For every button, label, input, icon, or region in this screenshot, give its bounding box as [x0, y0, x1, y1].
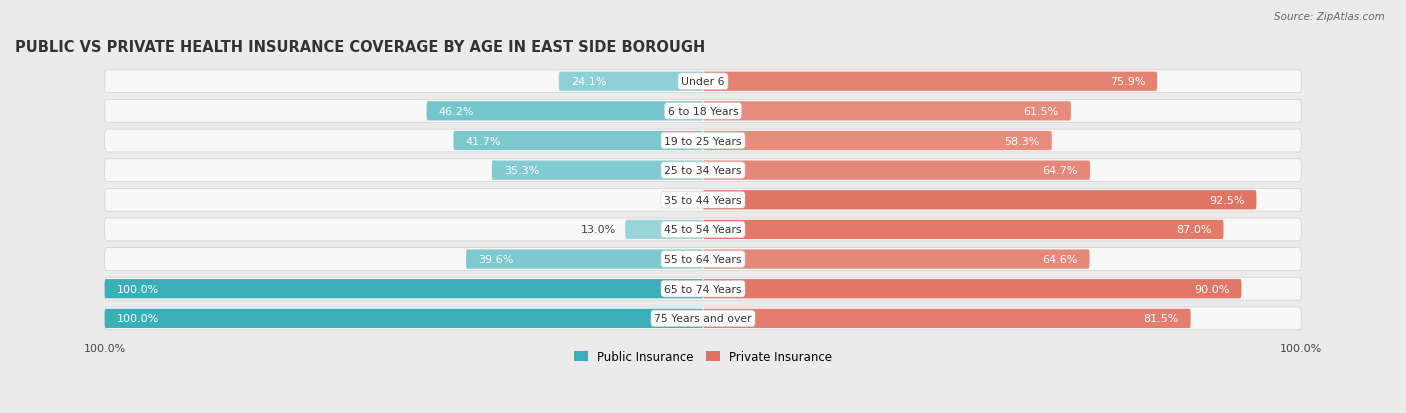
FancyBboxPatch shape — [703, 72, 1157, 92]
Text: 35 to 44 Years: 35 to 44 Years — [664, 195, 742, 205]
FancyBboxPatch shape — [104, 159, 1302, 182]
Text: 46.2%: 46.2% — [439, 107, 474, 116]
Text: 13.0%: 13.0% — [581, 225, 616, 235]
FancyBboxPatch shape — [426, 102, 703, 121]
FancyBboxPatch shape — [104, 309, 703, 328]
Text: 35.3%: 35.3% — [503, 166, 538, 176]
Text: 45 to 54 Years: 45 to 54 Years — [664, 225, 742, 235]
FancyBboxPatch shape — [104, 248, 1302, 271]
Text: 6 to 18 Years: 6 to 18 Years — [668, 107, 738, 116]
Text: 64.7%: 64.7% — [1043, 166, 1078, 176]
Text: 41.7%: 41.7% — [465, 136, 501, 146]
FancyBboxPatch shape — [626, 220, 703, 240]
Text: 65 to 74 Years: 65 to 74 Years — [664, 284, 742, 294]
Text: PUBLIC VS PRIVATE HEALTH INSURANCE COVERAGE BY AGE IN EAST SIDE BOROUGH: PUBLIC VS PRIVATE HEALTH INSURANCE COVER… — [15, 40, 706, 55]
Legend: Public Insurance, Private Insurance: Public Insurance, Private Insurance — [569, 345, 837, 368]
FancyBboxPatch shape — [703, 220, 1223, 240]
FancyBboxPatch shape — [104, 218, 1302, 241]
Text: 0.0%: 0.0% — [666, 195, 695, 205]
Text: 81.5%: 81.5% — [1143, 313, 1178, 323]
FancyBboxPatch shape — [104, 307, 1302, 330]
FancyBboxPatch shape — [492, 161, 703, 180]
FancyBboxPatch shape — [703, 102, 1071, 121]
FancyBboxPatch shape — [703, 309, 1191, 328]
FancyBboxPatch shape — [104, 100, 1302, 123]
FancyBboxPatch shape — [703, 280, 1241, 299]
FancyBboxPatch shape — [454, 132, 703, 151]
FancyBboxPatch shape — [104, 278, 1302, 300]
FancyBboxPatch shape — [703, 161, 1090, 180]
Text: 19 to 25 Years: 19 to 25 Years — [664, 136, 742, 146]
Text: 39.6%: 39.6% — [478, 254, 513, 264]
Text: 100.0%: 100.0% — [117, 313, 159, 323]
FancyBboxPatch shape — [104, 189, 1302, 212]
Text: 100.0%: 100.0% — [117, 284, 159, 294]
Text: Under 6: Under 6 — [682, 77, 724, 87]
Text: 58.3%: 58.3% — [1004, 136, 1040, 146]
Text: 24.1%: 24.1% — [571, 77, 606, 87]
FancyBboxPatch shape — [465, 250, 703, 269]
FancyBboxPatch shape — [558, 72, 703, 92]
Text: 75.9%: 75.9% — [1109, 77, 1144, 87]
FancyBboxPatch shape — [104, 280, 703, 299]
Text: 75 Years and over: 75 Years and over — [654, 313, 752, 323]
Text: 55 to 64 Years: 55 to 64 Years — [664, 254, 742, 264]
Text: 92.5%: 92.5% — [1209, 195, 1244, 205]
FancyBboxPatch shape — [104, 130, 1302, 152]
Text: 61.5%: 61.5% — [1024, 107, 1059, 116]
FancyBboxPatch shape — [703, 132, 1052, 151]
Text: 25 to 34 Years: 25 to 34 Years — [664, 166, 742, 176]
Text: 87.0%: 87.0% — [1175, 225, 1212, 235]
Text: 90.0%: 90.0% — [1194, 284, 1229, 294]
FancyBboxPatch shape — [703, 191, 1257, 210]
FancyBboxPatch shape — [104, 71, 1302, 93]
FancyBboxPatch shape — [703, 250, 1090, 269]
Text: 64.6%: 64.6% — [1042, 254, 1077, 264]
Text: Source: ZipAtlas.com: Source: ZipAtlas.com — [1274, 12, 1385, 22]
